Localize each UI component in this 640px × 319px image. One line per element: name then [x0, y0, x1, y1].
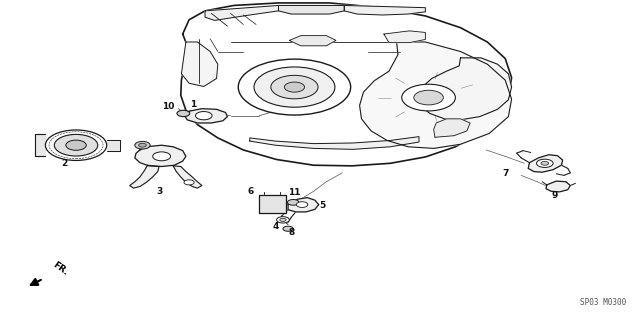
- Circle shape: [139, 143, 147, 147]
- Circle shape: [195, 112, 212, 120]
- Polygon shape: [360, 42, 511, 148]
- Circle shape: [296, 202, 308, 207]
- Polygon shape: [278, 5, 344, 14]
- Text: FR.: FR.: [51, 260, 70, 277]
- Polygon shape: [419, 58, 511, 120]
- Polygon shape: [35, 134, 45, 156]
- Circle shape: [287, 199, 299, 205]
- Circle shape: [177, 110, 189, 117]
- Text: 3: 3: [156, 187, 162, 196]
- Polygon shape: [434, 119, 470, 137]
- Polygon shape: [181, 42, 218, 86]
- Text: 6: 6: [248, 187, 254, 196]
- Polygon shape: [528, 155, 563, 172]
- Polygon shape: [250, 137, 419, 149]
- Circle shape: [414, 90, 444, 105]
- Circle shape: [54, 134, 98, 156]
- Polygon shape: [107, 140, 120, 151]
- Circle shape: [402, 84, 456, 111]
- Circle shape: [276, 217, 289, 223]
- Circle shape: [541, 161, 548, 165]
- Circle shape: [280, 218, 286, 221]
- Circle shape: [283, 226, 293, 231]
- Circle shape: [536, 159, 553, 167]
- Text: 9: 9: [552, 190, 558, 200]
- Polygon shape: [289, 36, 336, 46]
- Circle shape: [45, 130, 107, 160]
- Circle shape: [135, 141, 150, 149]
- Text: 10: 10: [162, 102, 174, 111]
- Text: 5: 5: [319, 201, 326, 210]
- Text: SP03 M0300: SP03 M0300: [580, 298, 627, 307]
- Polygon shape: [184, 109, 227, 123]
- Circle shape: [66, 140, 86, 150]
- Circle shape: [153, 152, 171, 161]
- Text: 11: 11: [288, 188, 301, 197]
- Polygon shape: [173, 166, 202, 188]
- Circle shape: [254, 67, 335, 107]
- Text: 8: 8: [288, 228, 294, 237]
- Text: 1: 1: [191, 100, 196, 109]
- Text: 4: 4: [272, 222, 278, 231]
- Circle shape: [238, 59, 351, 115]
- Polygon shape: [180, 3, 511, 166]
- Circle shape: [284, 82, 305, 92]
- Polygon shape: [135, 145, 186, 167]
- Polygon shape: [288, 197, 319, 212]
- Circle shape: [184, 180, 194, 185]
- Circle shape: [271, 75, 318, 99]
- Polygon shape: [384, 31, 426, 43]
- Text: 7: 7: [502, 169, 508, 178]
- Text: 2: 2: [61, 159, 68, 168]
- Polygon shape: [259, 195, 285, 213]
- Polygon shape: [205, 5, 278, 20]
- Polygon shape: [344, 5, 426, 15]
- Polygon shape: [130, 165, 159, 188]
- Polygon shape: [546, 181, 570, 192]
